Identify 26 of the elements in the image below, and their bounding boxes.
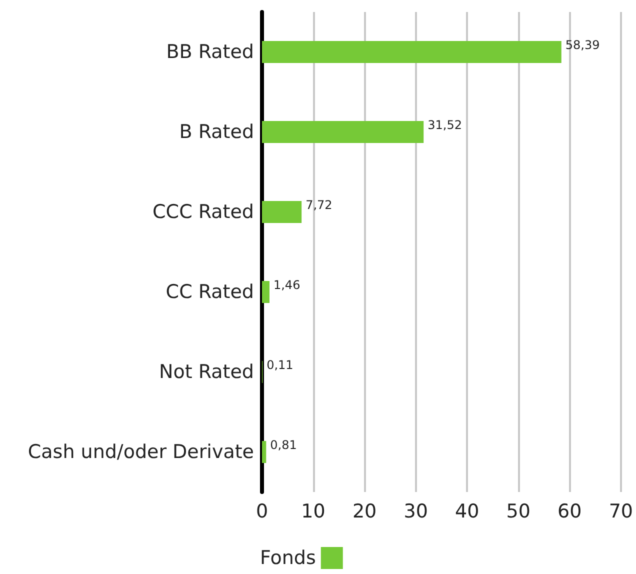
- x-tick-label: 60: [558, 500, 582, 522]
- y-tick-label: BB Rated: [166, 41, 254, 63]
- data-label: 0,11: [266, 358, 294, 372]
- bar: [262, 41, 562, 63]
- x-tick-label: 30: [404, 500, 428, 522]
- x-tick-label: 10: [301, 500, 326, 522]
- data-label: 58,39: [565, 38, 600, 52]
- bar: [262, 441, 266, 463]
- x-tick-label: 0: [256, 500, 268, 522]
- x-tick-label: 40: [455, 500, 480, 522]
- y-tick-label: Cash und/oder Derivate: [28, 441, 254, 463]
- y-tick-label: B Rated: [179, 121, 254, 143]
- bar: [262, 121, 424, 143]
- data-label: 31,52: [428, 118, 462, 132]
- x-tick-label: 20: [352, 500, 377, 522]
- y-tick-label: CC Rated: [166, 281, 254, 303]
- x-tick-label: 50: [506, 500, 530, 522]
- bar: [262, 281, 270, 303]
- data-label: 0,81: [270, 438, 297, 452]
- data-label: 1,46: [273, 278, 300, 292]
- y-tick-label: CCC Rated: [152, 201, 254, 223]
- bar: [262, 201, 302, 223]
- legend-label: Fonds: [260, 547, 316, 569]
- x-tick-label: 70: [608, 500, 634, 522]
- data-label: 7,72: [306, 198, 332, 212]
- y-tick-label: Not Rated: [159, 361, 254, 383]
